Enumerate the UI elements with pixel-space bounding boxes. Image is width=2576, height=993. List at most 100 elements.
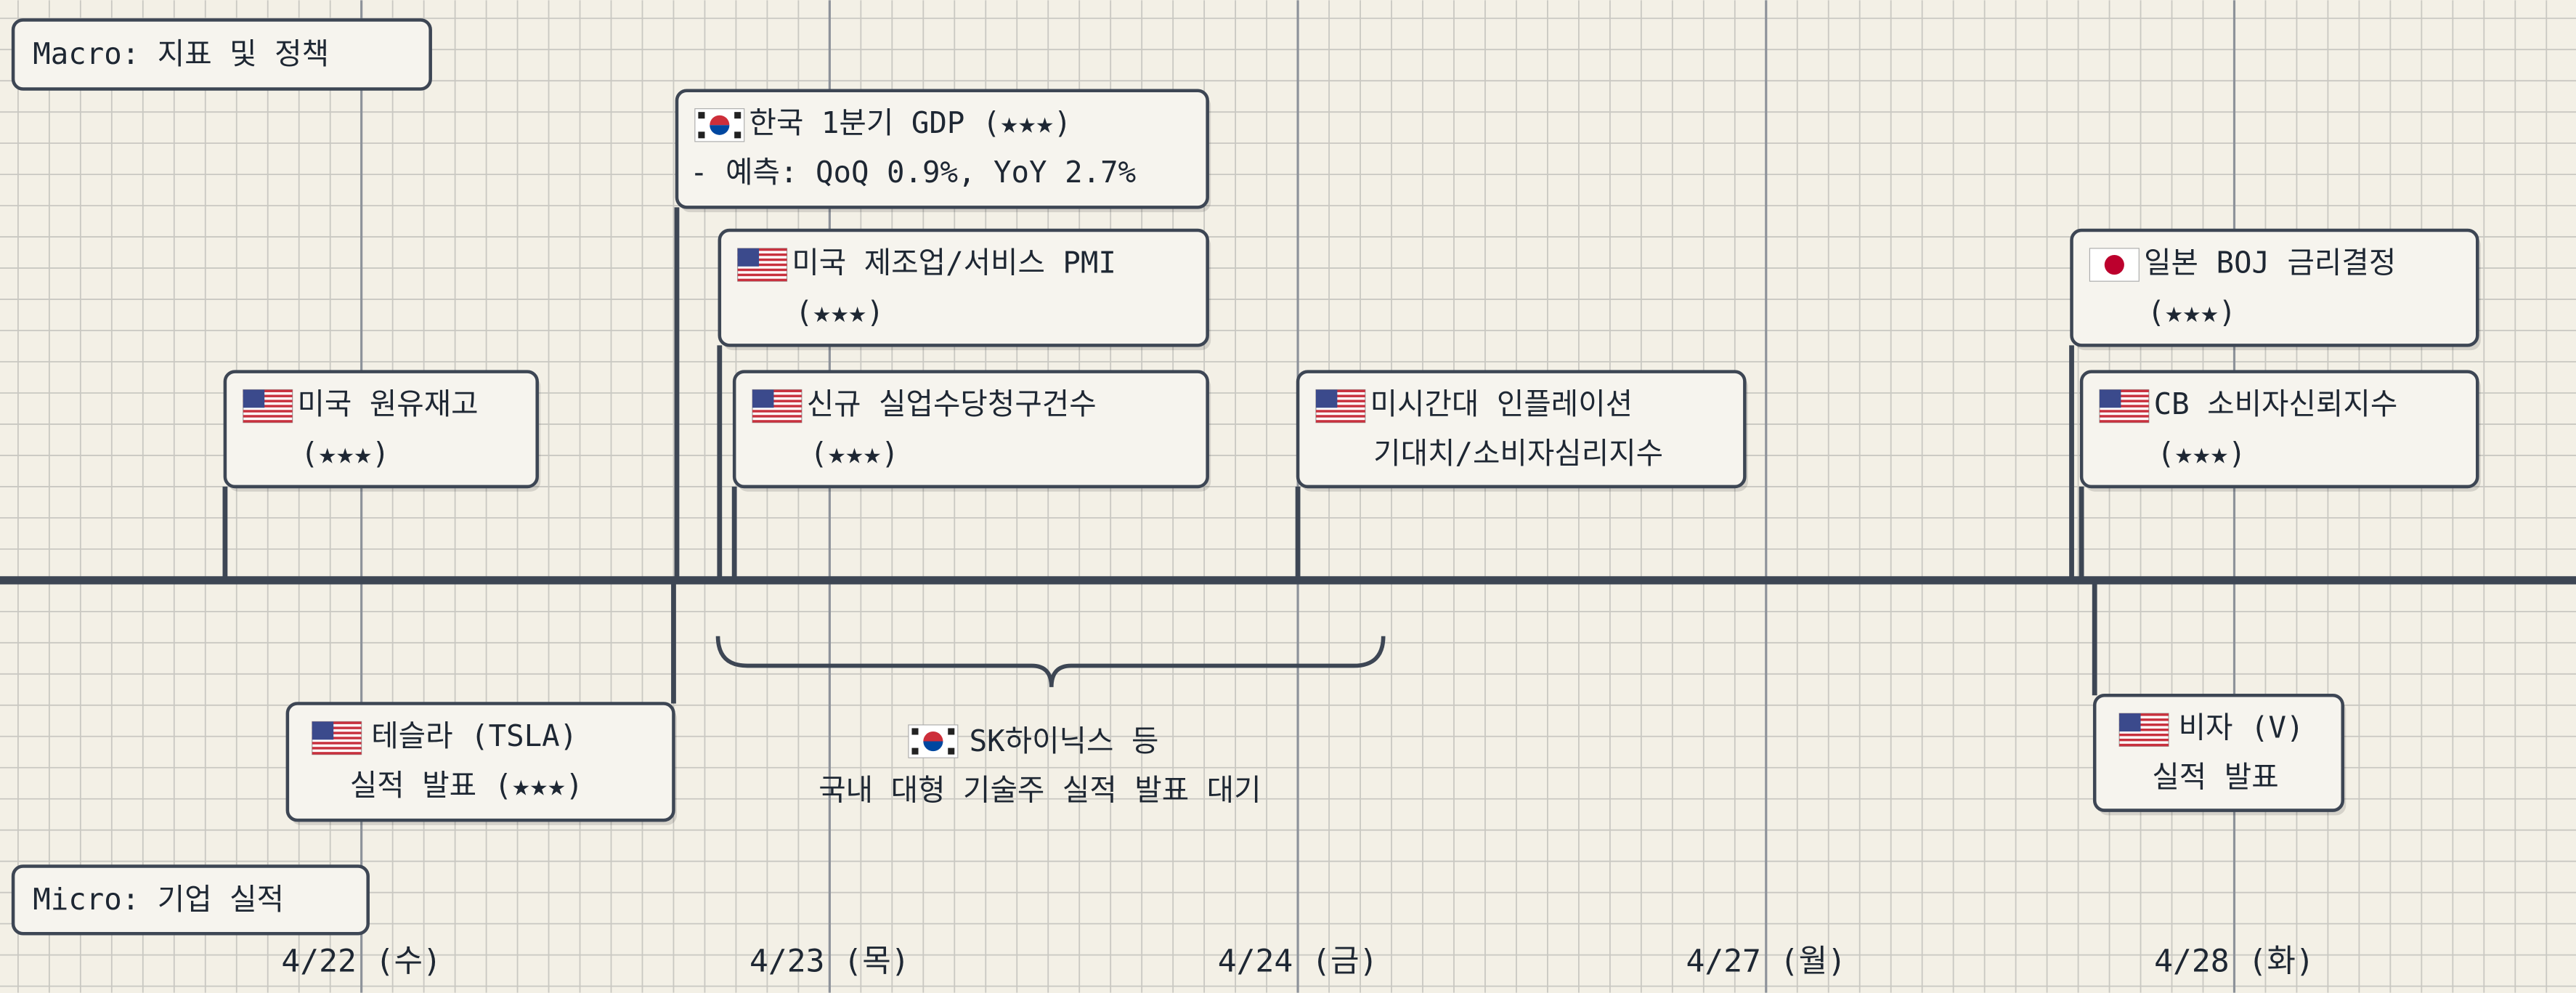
flag-stripe — [312, 742, 362, 745]
flag-stripe — [737, 258, 787, 262]
flag-stripe — [737, 253, 787, 256]
flag-trigram — [948, 728, 955, 735]
event-box — [2079, 370, 2479, 489]
date-label: 4/27 (월) — [1686, 943, 1846, 979]
event-title: 테슬라 (TSLA) — [371, 718, 577, 753]
event-title: 신규 실업수당청구건수 — [807, 386, 1097, 421]
event-box — [675, 89, 1209, 209]
event-detail: 실적 발표 (★★★) — [350, 768, 583, 803]
flag-stripe — [2099, 410, 2149, 413]
flag-stripe — [243, 389, 293, 392]
flag-stripe — [312, 726, 362, 729]
flag-stripe — [2099, 405, 2149, 408]
flag-icon — [737, 248, 788, 282]
flag-trigram — [698, 112, 705, 119]
flag-trigram — [911, 747, 919, 755]
flag-trigram — [734, 112, 741, 119]
event-box — [285, 702, 675, 822]
section-label: Micro: 기업 실적 — [33, 882, 284, 917]
flag-stripe — [2099, 400, 2149, 402]
event-detail: 기대치/소비자심리지수 — [1373, 436, 1663, 471]
event-title: 미국 원유재고 — [297, 386, 478, 421]
group-detail: 국내 대형 기술주 실적 발표 대기 — [818, 773, 1261, 808]
flag-stripe — [2119, 724, 2169, 726]
flag-canton — [1315, 389, 1338, 408]
flag-sun — [2104, 254, 2124, 275]
flag-stripe — [752, 410, 802, 413]
flag-stripe — [243, 415, 293, 418]
event-title: 비자 (V) — [2179, 710, 2304, 745]
event-detail: - 예측: QoQ 0.9%, YoY 2.7% — [690, 155, 1136, 190]
flag-stripe — [243, 410, 293, 413]
flag-stripe — [312, 737, 362, 739]
flag-icon — [2099, 389, 2150, 423]
flag-stripe — [737, 273, 787, 277]
event-title: CB 소비자신뢰지수 — [2154, 386, 2398, 421]
flag-stripe — [752, 394, 802, 397]
flag-stripe — [737, 268, 787, 272]
flag-canton — [737, 248, 760, 267]
flag-icon — [908, 724, 959, 758]
flag-stripe — [2099, 394, 2149, 397]
flag-stripe — [2099, 420, 2149, 423]
event-detail: (★★★) — [2157, 436, 2246, 471]
event-title: 미시간대 인플레이션 — [1370, 386, 1633, 421]
flag-stripe — [737, 263, 787, 267]
event-detail: (★★★) — [810, 436, 899, 471]
event-box — [223, 370, 539, 489]
flag-trigram — [698, 131, 705, 139]
flag-icon — [2118, 713, 2169, 747]
group-title: SK하이닉스 등 — [970, 724, 1159, 758]
flag-stripe — [312, 752, 362, 755]
flag-stripe — [737, 248, 787, 251]
event-title: 한국 1분기 GDP (★★★) — [749, 105, 1072, 140]
flag-canton — [243, 389, 265, 408]
flag-stripe — [737, 278, 787, 282]
flag-trigram — [734, 131, 741, 139]
date-label: 4/23 (목) — [749, 943, 910, 979]
event-detail: 실적 발표 — [2152, 760, 2278, 795]
flag-taegeuk — [710, 125, 730, 135]
flag-icon — [694, 108, 745, 142]
flag-stripe — [752, 389, 802, 392]
flag-trigram — [911, 728, 919, 735]
flag-stripe — [312, 721, 362, 724]
flag-trigram — [948, 747, 955, 755]
section-label: Macro: 지표 및 정책 — [33, 36, 329, 71]
flag-stripe — [1315, 410, 1365, 413]
flag-stripe — [2119, 713, 2169, 716]
flag-canton — [752, 389, 774, 408]
group-bracket — [715, 636, 1386, 688]
event-title: 미국 제조업/서비스 PMI — [792, 246, 1116, 280]
section-label-box — [11, 18, 432, 91]
flag-icon — [2089, 248, 2140, 282]
event-detail: (★★★) — [301, 436, 390, 471]
flag-stripe — [1315, 420, 1365, 423]
section-label-box — [11, 864, 370, 936]
flag-stripe — [243, 420, 293, 423]
flag-stripe — [243, 400, 293, 402]
flag-stripe — [2119, 733, 2169, 737]
flag-stripe — [243, 394, 293, 397]
flag-stripe — [1315, 415, 1365, 418]
flag-stripe — [2119, 738, 2169, 742]
flag-icon — [752, 389, 803, 423]
flag-stripe — [1315, 389, 1365, 392]
event-box — [1296, 370, 1747, 489]
date-label: 4/28 (화) — [2154, 943, 2315, 979]
event-box — [732, 370, 1209, 489]
event-box — [718, 228, 1209, 347]
event-detail: (★★★) — [2148, 294, 2237, 329]
event-box — [2070, 228, 2479, 347]
content: 한국 1분기 GDP (★★★) - 예측: QoQ 0.9%, YoY 2.7%… — [11, 18, 2481, 979]
flag-stripe — [2119, 743, 2169, 747]
flag-stripe — [2119, 718, 2169, 721]
date-label: 4/24 (금) — [1218, 943, 1378, 979]
flag-stripe — [2099, 389, 2149, 392]
flag-icon — [243, 389, 293, 423]
flag-canton — [312, 721, 334, 740]
event-detail: (★★★) — [795, 294, 885, 329]
